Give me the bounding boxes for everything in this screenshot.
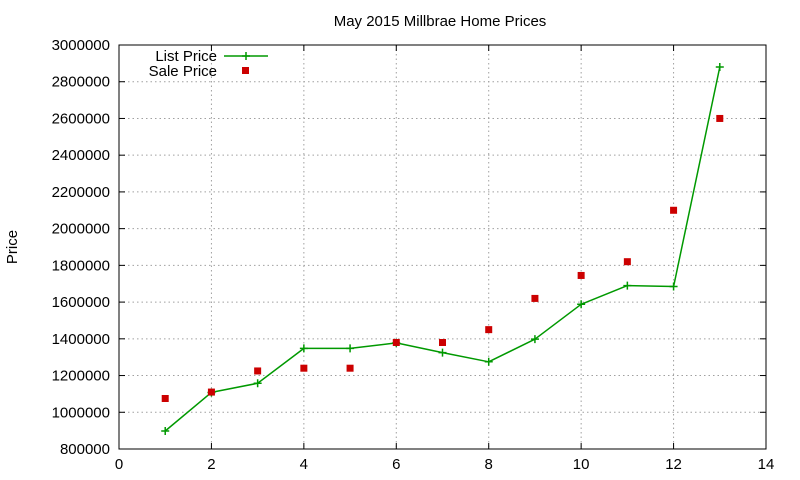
sale-price-point: [207, 388, 215, 396]
list-price-point: [299, 344, 308, 353]
list-price-point: [715, 63, 724, 72]
y-tick-label: 2200000: [52, 184, 110, 201]
y-tick-label: 1600000: [52, 294, 110, 311]
plot-frame: [118, 44, 767, 450]
y-tick-label: 2600000: [52, 110, 110, 127]
list-price-point: [669, 282, 678, 291]
series-layer: [161, 63, 724, 436]
list-price-point: [623, 281, 632, 290]
sale-price-point: [577, 271, 585, 279]
legend-label-list-price: List Price: [155, 48, 217, 65]
list-price-point: [346, 344, 355, 353]
sale-price-point: [300, 364, 308, 372]
legend-plus-marker: [242, 52, 250, 60]
x-tick-label: 6: [392, 456, 400, 473]
y-tick-label: 800000: [60, 441, 110, 458]
x-tick-labels: 0 2 4 6 8 10 12 14: [115, 456, 775, 473]
x-tick-label: 4: [300, 456, 308, 473]
y-tick-label: 1800000: [52, 257, 110, 274]
sale-price-point: [392, 338, 400, 346]
sale-price-point: [531, 294, 539, 302]
list-price-point: [577, 300, 586, 309]
sale-price-point: [485, 326, 493, 334]
y-tick-label: 1000000: [52, 404, 110, 421]
x-tick-label: 8: [485, 456, 493, 473]
legend-label-sale-price: Sale Price: [149, 63, 217, 80]
list-price-point: [438, 348, 447, 357]
list-price-point: [484, 357, 493, 366]
sale-price-point: [161, 395, 169, 402]
sale-price-point: [254, 367, 262, 375]
x-tick-label: 2: [207, 456, 215, 473]
list-price-point: [161, 427, 170, 436]
y-tick-label: 2400000: [52, 147, 110, 164]
y-tick-label: 1400000: [52, 331, 110, 348]
sale-price-point: [670, 206, 678, 214]
x-tick-label: 10: [573, 456, 590, 473]
x-tick-label: 12: [665, 456, 682, 473]
x-tick-label: 14: [758, 456, 775, 473]
y-tick-labels: 800000 1000000 1200000 1400000 1600000 180000…: [52, 37, 110, 458]
y-tick-label: 2800000: [52, 74, 110, 91]
sale-price-point: [439, 338, 446, 346]
y-axis-label: Price: [4, 230, 21, 264]
y-tick-label: 3000000: [52, 37, 110, 54]
chart-title: May 2015 Millbrae Home Prices: [334, 13, 547, 30]
y-tick-label: 1200000: [52, 368, 110, 385]
x-tick-label: 0: [115, 456, 123, 473]
list-price-point: [253, 379, 262, 388]
sale-price-point: [623, 258, 631, 266]
sale-price-point: [346, 364, 354, 372]
legend-swatch-sale-price: [242, 67, 249, 74]
sale-price-point: [716, 114, 724, 122]
y-tick-label: 2000000: [52, 221, 110, 238]
list-price-point: [530, 335, 539, 344]
legend-marker-list-price: [242, 52, 250, 60]
legend: List Price Sale Price: [149, 48, 268, 80]
